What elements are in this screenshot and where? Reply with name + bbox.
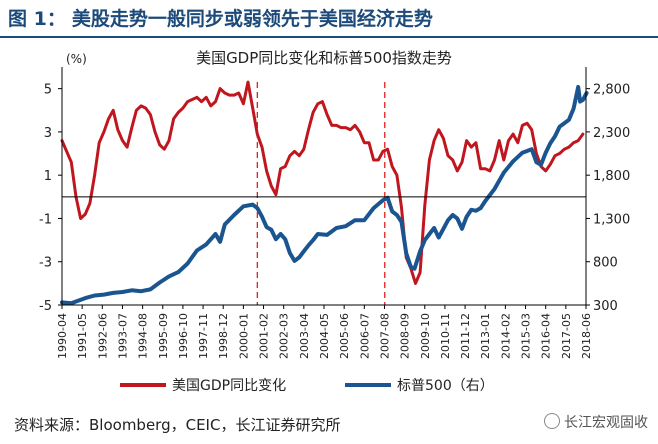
x-tick-label: 1996-10 <box>177 313 190 359</box>
x-tick-label: 2009-10 <box>419 313 432 359</box>
x-tick-label: 1991-05 <box>76 313 89 359</box>
x-tick-label: 1990-04 <box>56 313 69 359</box>
chart: 美国GDP同比变化和标普500指数走势 (%) 5 3 1 -1 -3 -5 2,800 2,30… <box>39 49 630 394</box>
series-line-sp500 <box>60 84 589 306</box>
left-tick-label: 5 <box>44 83 52 98</box>
right-tick-label: 1,800 <box>593 169 630 184</box>
wechat-icon <box>544 413 560 429</box>
x-tick-label: 1995-09 <box>157 313 170 359</box>
x-tick-label: 1997-11 <box>197 313 210 359</box>
figure-number: 图 1： <box>8 8 66 30</box>
x-tick-label: 2006-07 <box>358 313 371 359</box>
series-line-gdp <box>60 80 585 285</box>
x-tick-label: 2001-02 <box>258 313 271 359</box>
source-note: 资料来源：Bloomberg，CEIC，长江证券研究所 <box>14 416 341 434</box>
left-tick-label: 3 <box>44 126 52 141</box>
left-tick-label: -3 <box>39 256 52 271</box>
x-tick-label: 2016-04 <box>540 313 553 359</box>
left-tick-label: 1 <box>44 169 52 184</box>
title-divider <box>0 36 658 38</box>
right-tick-label: 1,300 <box>593 212 630 227</box>
x-tick-label: 1998-12 <box>217 313 230 359</box>
x-tick-label: 1993-07 <box>116 313 129 359</box>
x-tick-label: 2015-03 <box>520 313 533 359</box>
x-tick-label: 1994-08 <box>137 313 150 359</box>
x-tick-label: 2013-01 <box>479 313 492 359</box>
watermark: 长江宏观固收 <box>544 412 648 432</box>
legend-label: 美国GDP同比变化 <box>172 378 286 394</box>
x-tick-label: 2011-12 <box>459 313 472 359</box>
x-tick-label: 2017-05 <box>560 313 573 359</box>
chart-title: 美国GDP同比变化和标普500指数走势 <box>196 49 452 67</box>
x-tick-label: 2004-05 <box>318 313 331 359</box>
figure-title: 图 1： 美股走势一般同步或弱领先于美国经济走势 <box>8 4 433 31</box>
right-tick-label: 300 <box>593 299 618 314</box>
watermark-text: 长江宏观固收 <box>564 415 648 431</box>
left-tick-label: -1 <box>39 212 52 227</box>
left-axis-unit: (%) <box>66 52 87 66</box>
x-tick-label: 2003-04 <box>298 313 311 359</box>
left-tick-label: -5 <box>39 299 52 314</box>
right-tick-label: 2,800 <box>593 83 630 98</box>
x-tick-label: 2002-03 <box>278 313 291 359</box>
legend-label: 标普500（右） <box>397 378 494 394</box>
x-tick-label: 2018-06 <box>580 313 593 359</box>
right-tick-label: 800 <box>593 256 618 271</box>
right-tick-label: 2,300 <box>593 126 630 141</box>
x-tick-label: 2010-11 <box>439 313 452 359</box>
figure-title-text: 美股走势一般同步或弱领先于美国经济走势 <box>71 8 433 30</box>
x-tick-label: 2005-06 <box>338 313 351 359</box>
x-tick-label: 2000-01 <box>237 313 250 359</box>
x-tick-label: 2008-09 <box>399 313 412 359</box>
x-tick-label: 1992-06 <box>96 313 109 359</box>
x-tick-label: 2014-02 <box>499 313 512 359</box>
x-tick-label: 2007-08 <box>378 313 391 359</box>
